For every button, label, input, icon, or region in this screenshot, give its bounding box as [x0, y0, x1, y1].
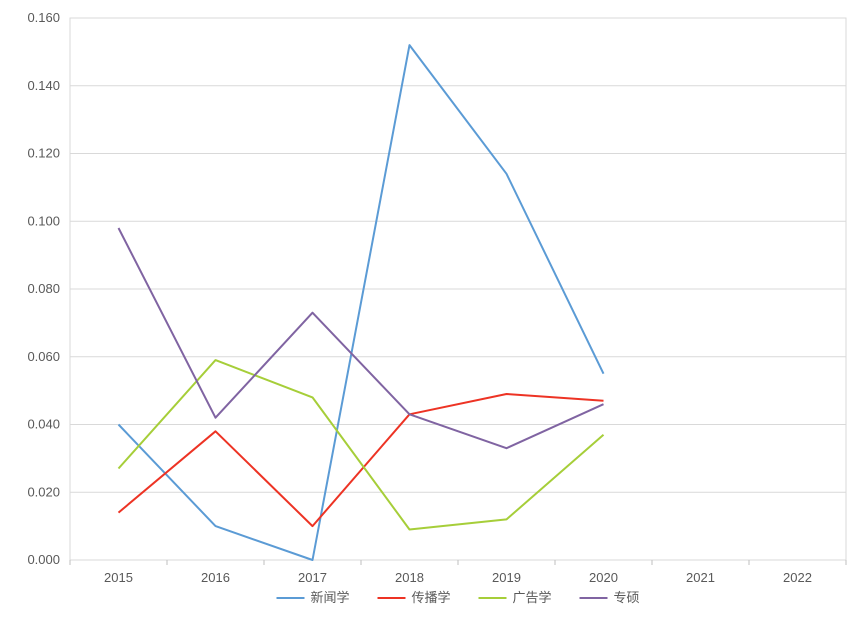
chart-svg: 0.000 0.020 0.040 0.060 0.080 0.100 0.120 0.140…	[0, 0, 866, 628]
x-tick-label: 2016	[201, 570, 230, 585]
y-tick-label: 0.160	[27, 10, 60, 25]
x-tick-label: 2021	[686, 570, 715, 585]
y-tick-label: 0.140	[27, 78, 60, 93]
y-tick-label: 0.120	[27, 146, 60, 161]
legend-label: 新闻学	[311, 590, 350, 605]
x-tick-label: 2018	[395, 570, 424, 585]
y-tick-label: 0.080	[27, 281, 60, 296]
y-tick-label: 0.100	[27, 213, 60, 228]
y-tick-label: 0.060	[27, 349, 60, 364]
y-tick-label: 0.020	[27, 484, 60, 499]
y-tick-label: 0.000	[27, 552, 60, 567]
x-tick-label: 2020	[589, 570, 618, 585]
x-tick-label: 2015	[104, 570, 133, 585]
y-tick-label: 0.040	[27, 417, 60, 432]
legend-label: 专硕	[614, 590, 640, 605]
legend-label: 广告学	[513, 590, 552, 605]
legend-label: 传播学	[412, 590, 451, 605]
x-tick-label: 2019	[492, 570, 521, 585]
x-tick-label: 2017	[298, 570, 327, 585]
line-chart: 0.000 0.020 0.040 0.060 0.080 0.100 0.120 0.140…	[0, 0, 866, 628]
x-tick-label: 2022	[783, 570, 812, 585]
